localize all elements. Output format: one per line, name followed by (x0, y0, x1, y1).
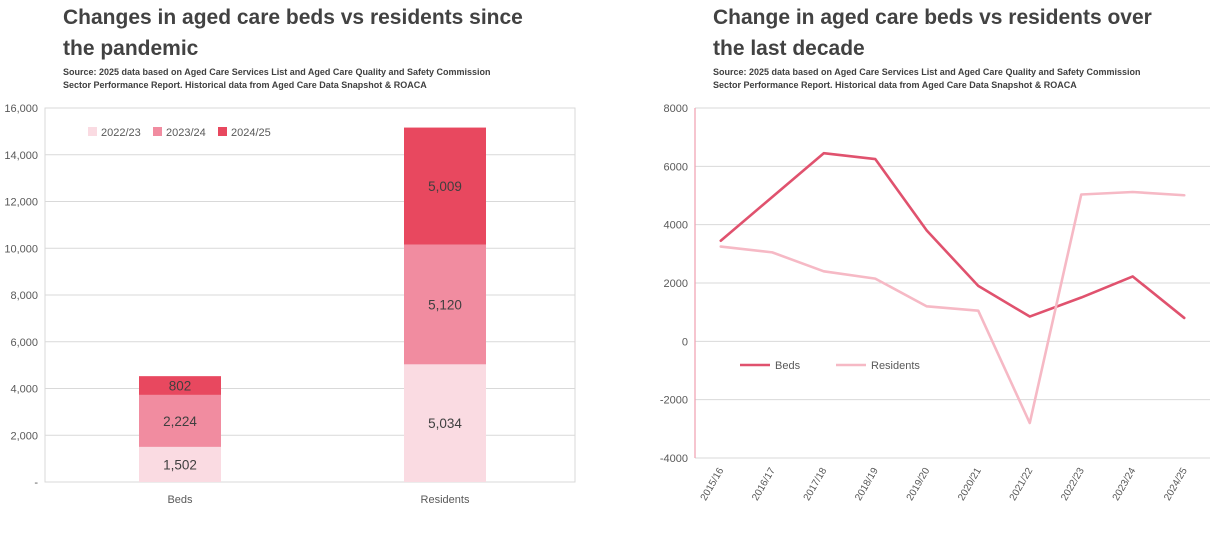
x-category-label: Beds (167, 494, 193, 506)
y-tick-label: 6,000 (10, 337, 38, 349)
y-tick-label: 6000 (664, 161, 688, 173)
bar-segment-label: 1,502 (163, 457, 197, 472)
x-tick-label: 2016/17 (750, 466, 778, 503)
x-tick-label: 2018/19 (853, 466, 881, 503)
y-tick-label: 14,000 (4, 150, 38, 162)
x-tick-label: 2020/21 (956, 466, 984, 503)
x-tick-label: 2017/18 (802, 466, 830, 503)
y-tick-label: 4,000 (10, 384, 38, 396)
bar-segment-beds-2022-23[interactable] (139, 446, 221, 482)
y-tick-label: 0 (682, 336, 688, 348)
y-tick-label: 10,000 (4, 243, 38, 255)
line-chart: -4000 -2000 0 2000 4000 6000 8000 2015/16 2016/1… (660, 103, 1210, 503)
y-tick-label: -2000 (660, 395, 688, 407)
line-chart-panel: Change in aged care beds vs residents ov… (640, 0, 1217, 540)
legend-swatch-2023-24[interactable] (153, 127, 162, 136)
source-line-1: Source: 2025 data based on Aged Care Ser… (63, 67, 491, 77)
bar-segment-label: 802 (169, 379, 192, 394)
x-tick-label: 2021/22 (1008, 466, 1036, 503)
y-tick-label: -4000 (660, 453, 688, 465)
source-line-2: Sector Performance Report. Historical da… (63, 80, 427, 90)
legend-label: Beds (775, 360, 801, 372)
y-tick-label: 8,000 (10, 290, 38, 302)
bar-segment-label: 5,009 (428, 179, 462, 194)
x-tick-label: 2022/23 (1059, 466, 1087, 503)
x-tick-label: 2019/20 (905, 466, 933, 503)
y-tick-label: 4000 (664, 220, 688, 232)
x-tick-label: 2024/25 (1162, 466, 1190, 503)
legend-label: 2024/25 (231, 127, 271, 139)
legend-label: 2023/24 (166, 127, 206, 139)
x-category-label: Residents (421, 494, 470, 506)
y-tick-label: 16,000 (4, 103, 38, 115)
bar-segment-label: 5,120 (428, 297, 462, 312)
right-chart-source: Source: 2025 data based on Aged Care Ser… (713, 66, 1217, 92)
legend-swatch-2022-23[interactable] (88, 127, 97, 136)
source-line-1: Source: 2025 data based on Aged Care Ser… (713, 67, 1141, 77)
y-tick-label: 2,000 (10, 430, 38, 442)
left-chart-title: Changes in aged care beds vs residents s… (63, 6, 523, 60)
stacked-bar-chart-panel: Changes in aged care beds vs residents s… (4, 6, 625, 506)
bar-segment-residents-2024-25[interactable] (404, 127, 486, 245)
bar-segment-label: 5,034 (428, 416, 462, 431)
x-tick-label: 2015/16 (699, 466, 727, 503)
x-tick-label: 2023/24 (1111, 466, 1139, 503)
y-tick-label: 8000 (664, 103, 688, 115)
right-chart-title: Change in aged care beds vs residents ov… (713, 6, 1152, 60)
stacked-bar-chart: - 2,000 4,000 6,000 8,000 10,000 12,000 14,000 1… (4, 103, 576, 506)
legend-label: Residents (871, 360, 920, 372)
bar-segment-label: 2,224 (163, 414, 197, 429)
bar-segment-residents-2022-23[interactable] (404, 364, 486, 482)
bar-segment-beds-2024-25[interactable] (139, 376, 221, 395)
legend-swatch-2024-25[interactable] (218, 127, 227, 136)
left-chart-source: Source: 2025 data based on Aged Care Ser… (63, 66, 625, 92)
bar-segment-residents-2023-24[interactable] (404, 244, 486, 365)
beds-line[interactable] (719, 151, 1186, 320)
plot-border (44, 107, 576, 483)
residents-line[interactable] (719, 190, 1186, 425)
y-tick-label: 2000 (664, 278, 688, 290)
source-line-2: Sector Performance Report. Historical da… (713, 80, 1077, 90)
bar-segment-beds-2023-24[interactable] (139, 394, 221, 447)
y-tick-label: 12,000 (4, 197, 38, 209)
y-tick-label: - (34, 477, 38, 489)
legend-label: 2022/23 (101, 127, 141, 139)
